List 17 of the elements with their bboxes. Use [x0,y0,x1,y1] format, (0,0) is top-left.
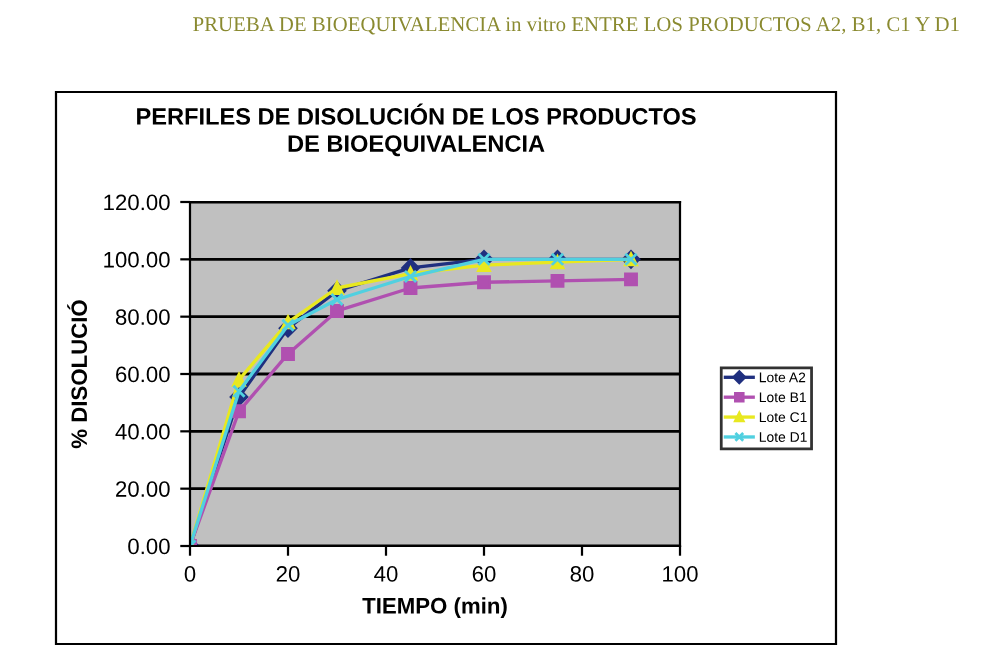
x-tick-label: 80 [570,566,594,582]
y-tick-label: 60.00 [116,366,170,383]
y-tick-label: 0.00 [128,538,170,555]
chart-subtitle: PRUEBA DE BIOEQUIVALENCIA in vitro ENTRE LOS PRODUCTOS A2, B1, C1 Y D1 [193,17,959,35]
y-tick-label: 40.00 [115,423,170,440]
chart-title: PERFILES DE DISOLUCIÓN DE LOS PRODUCTOS DE BIOEQUIVALENCIA [137,103,696,157]
x-tick-label: 0 [184,566,196,582]
x-tick-label: 40 [374,566,398,582]
y-tick-label: 80.00 [115,309,170,325]
x-axis-title: TIEMPO (min) [362,597,507,618]
x-tick-label: 100 [663,566,698,582]
y-axis-title: % DISOLUCIÓ [67,300,88,449]
x-tick-label: 20 [276,566,300,582]
y-tick-label: 120.00 [104,194,170,211]
y-tick-label: 100.00 [104,251,170,268]
y-tick-label: 20.00 [116,481,170,497]
x-tick-label: 60 [472,566,496,582]
